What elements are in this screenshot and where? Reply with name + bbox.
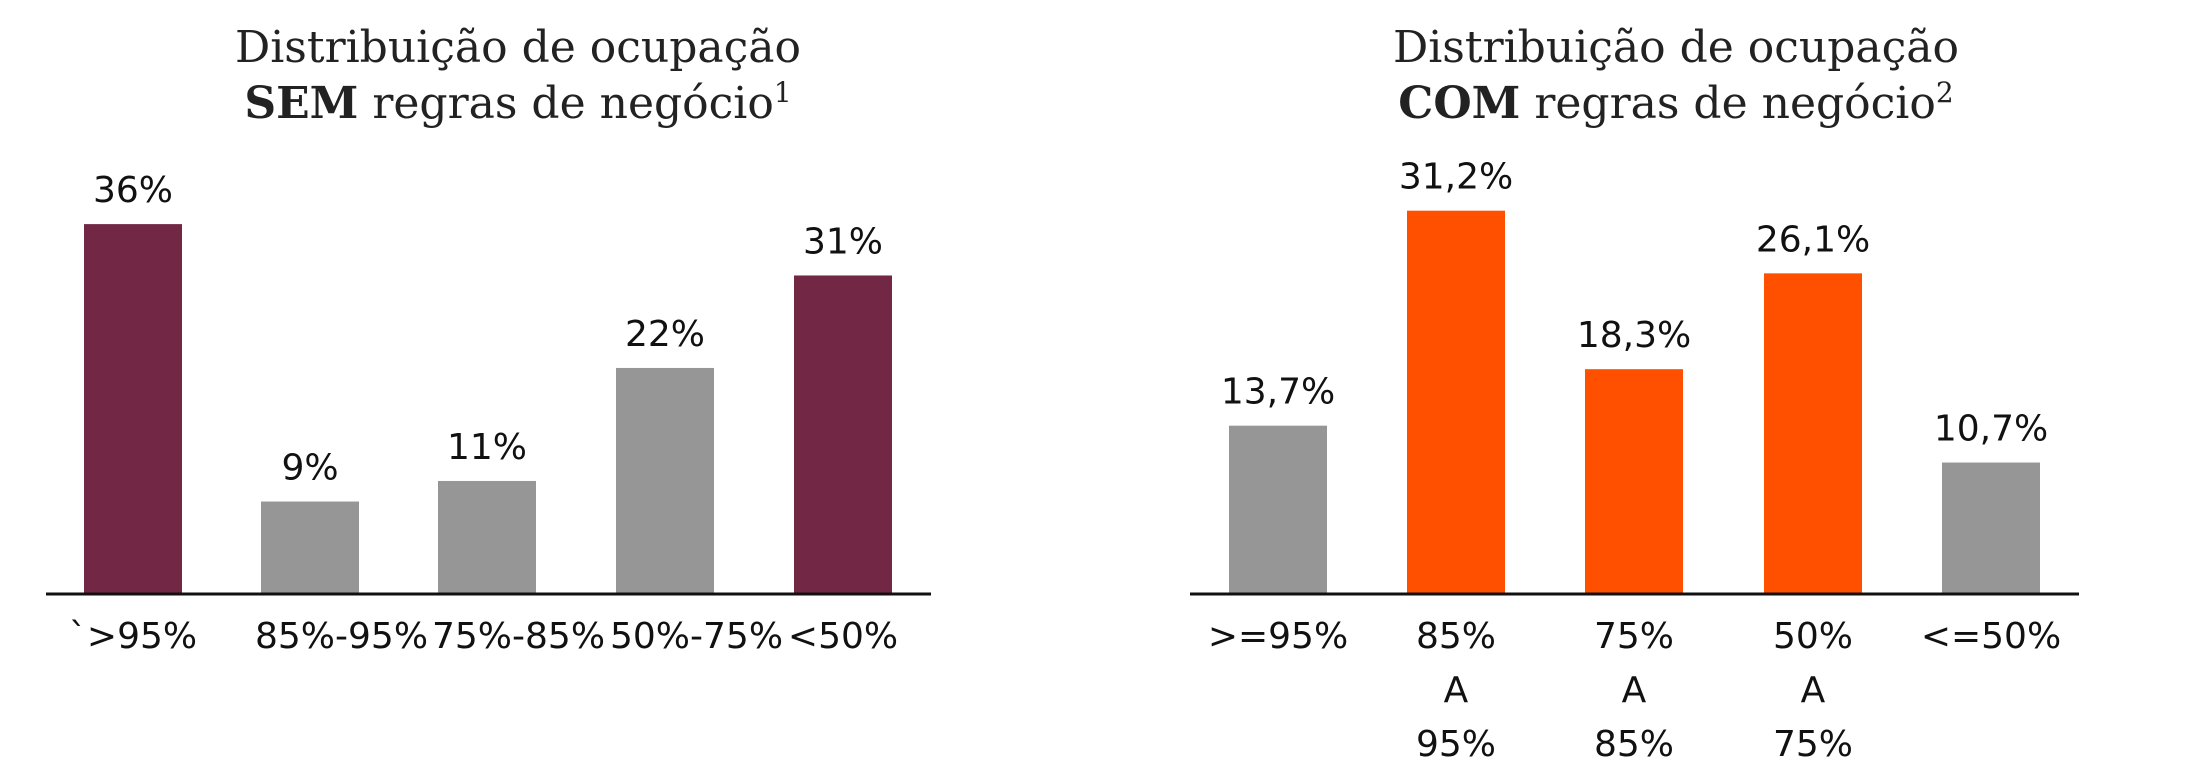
chart-title: Distribuição de ocupação <box>1393 22 1959 73</box>
bar <box>1229 425 1327 594</box>
subtitle-text: regras de negócio <box>372 78 774 129</box>
chart-title: Distribuição de ocupação <box>235 22 801 73</box>
page: Distribuição de ocupação SEM regras de ne… <box>46 22 2079 765</box>
x-tick-label: <50% <box>787 616 899 657</box>
value-label: 13,7% <box>1221 372 1335 413</box>
bar <box>794 275 892 594</box>
value-label: 22% <box>625 314 705 355</box>
bar <box>261 501 359 594</box>
value-label: 9% <box>281 448 338 489</box>
x-tick-label: `>95% <box>68 616 198 657</box>
x-tick-label: <=50% <box>1920 616 2062 657</box>
bar <box>438 480 536 594</box>
x-tick-label: 50% A 75% <box>1772 616 1853 765</box>
x-tick-label: >=95% <box>1207 616 1349 657</box>
value-label: 31% <box>803 221 883 262</box>
bar <box>1942 462 2040 594</box>
bar <box>1764 273 1862 594</box>
value-label: 18,3% <box>1577 315 1691 356</box>
bar <box>84 224 182 594</box>
footnote-mark: 2 <box>1936 76 1954 109</box>
x-tick-label: 50%-75% <box>610 616 784 657</box>
bar <box>616 367 714 594</box>
x-tick-label: 85%-95% <box>255 616 429 657</box>
x-tick-label: 75%-85% <box>432 616 606 657</box>
chart-subtitle: COM regras de negócio2 <box>1398 76 1953 129</box>
value-label: 31,2% <box>1399 157 1513 198</box>
value-label: 10,7% <box>1934 409 2048 450</box>
x-tick-label: 85% A 95% <box>1415 616 1496 765</box>
value-label: 26,1% <box>1756 219 1870 260</box>
value-label: 11% <box>447 427 527 468</box>
value-label: 36% <box>93 170 173 211</box>
bar <box>1407 210 1505 594</box>
x-tick-label: 75% A 85% <box>1593 616 1674 765</box>
subtitle-bold: SEM <box>244 78 358 129</box>
subtitle-text: regras de negócio <box>1534 78 1936 129</box>
bar <box>1585 369 1683 594</box>
footnote-mark: 1 <box>774 76 792 109</box>
subtitle-bold: COM <box>1398 78 1520 129</box>
chart-subtitle: SEM regras de negócio1 <box>244 76 791 129</box>
